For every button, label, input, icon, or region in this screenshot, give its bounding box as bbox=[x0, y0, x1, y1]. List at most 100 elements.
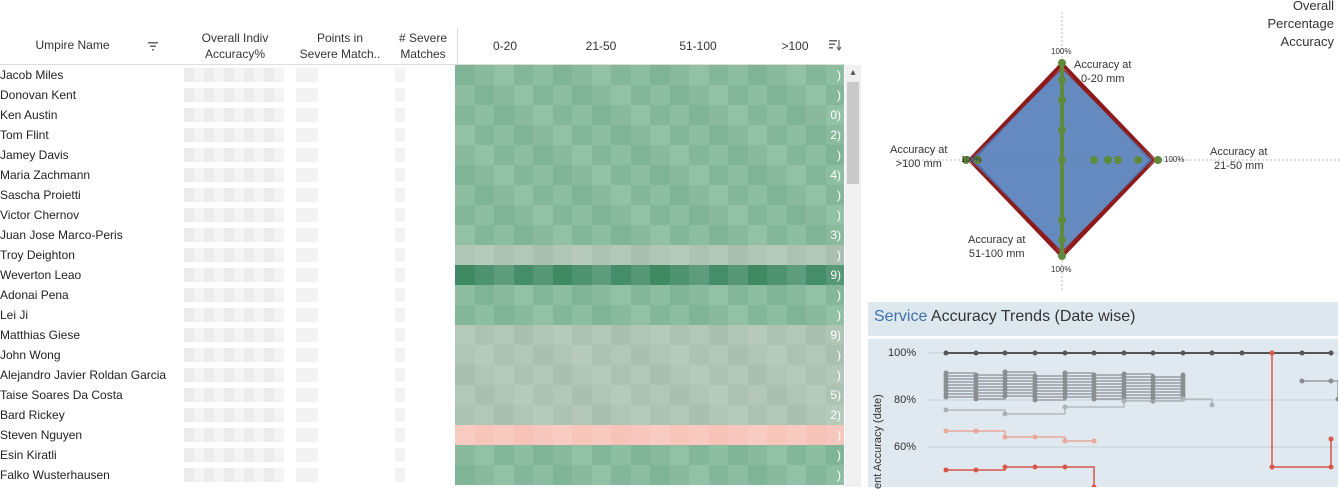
heatmap-cell bbox=[669, 265, 689, 285]
heatmap-cell bbox=[825, 225, 845, 245]
heatmap-cell bbox=[767, 225, 787, 245]
heatmap-cell bbox=[825, 285, 845, 305]
heatmap-cell bbox=[591, 465, 611, 485]
trend-point bbox=[1299, 350, 1305, 356]
heatmap-cell bbox=[786, 225, 806, 245]
heatmap-suffix: ) bbox=[837, 348, 841, 362]
trend-point bbox=[973, 467, 979, 473]
table-row[interactable]: Maria Zachmann 4) bbox=[0, 165, 845, 185]
sort-descending-icon[interactable] bbox=[828, 38, 842, 52]
heatmap-cell bbox=[806, 105, 826, 125]
table-row[interactable]: Jamey Davis) bbox=[0, 145, 845, 165]
header-bucket-51-100[interactable]: 51-100 bbox=[679, 39, 717, 53]
radar-top-line2: 0-20 mm bbox=[1081, 73, 1125, 85]
heatmap-cell bbox=[533, 405, 553, 425]
table-row[interactable]: Donovan Kent) bbox=[0, 85, 845, 105]
table-row[interactable]: Taise Soares Da Costa 5) bbox=[0, 385, 845, 405]
table-row[interactable]: Adonai Pena) bbox=[0, 285, 845, 305]
heatmap-row: ) bbox=[455, 65, 845, 85]
heatmap-cell bbox=[611, 445, 631, 465]
heatmap-cell bbox=[494, 105, 514, 125]
table-row[interactable]: Weverton Leao 9) bbox=[0, 265, 845, 285]
heatmap-cell bbox=[689, 225, 709, 245]
redacted-cell bbox=[395, 428, 405, 442]
table-row[interactable]: Sascha Proietti) bbox=[0, 185, 845, 205]
heatmap-cell bbox=[611, 305, 631, 325]
redacted-cell bbox=[184, 288, 284, 302]
heatmap-row: 5) bbox=[455, 385, 845, 405]
trend-title-accent: Service bbox=[874, 308, 928, 325]
heatmap-cell bbox=[494, 225, 514, 245]
table-row[interactable]: Tom Flint 2) bbox=[0, 125, 845, 145]
table-row[interactable]: Esin Kiratli) bbox=[0, 445, 845, 465]
table-row[interactable]: Steven Nguyen) bbox=[0, 425, 845, 445]
table-row[interactable]: Juan Jose Marco-Peris 3) bbox=[0, 225, 845, 245]
heatmap-cell bbox=[650, 385, 670, 405]
redacted-cell bbox=[184, 188, 284, 202]
table-row[interactable]: Falko Wusterhausen) bbox=[0, 465, 845, 485]
header-bucket-0-20[interactable]: 0-20 bbox=[492, 39, 518, 53]
table-row[interactable]: Matthias Giese 9) bbox=[0, 325, 845, 345]
trend-point bbox=[1091, 438, 1097, 444]
redacted-cell bbox=[184, 308, 284, 322]
header-points-severe[interactable]: Points in Severe Match.. bbox=[290, 30, 390, 62]
heatmap-cell bbox=[728, 345, 748, 365]
heatmap-cell bbox=[630, 265, 650, 285]
heatmap-cell bbox=[514, 425, 534, 445]
heatmap-cell bbox=[552, 325, 572, 345]
header-overall-line2: Accuracy% bbox=[204, 47, 266, 61]
table-row[interactable]: Alejandro Javier Roldan Garcia) bbox=[0, 365, 845, 385]
heatmap-cell bbox=[650, 225, 670, 245]
table-row[interactable]: Ken Austin 0) bbox=[0, 105, 845, 125]
heatmap-cell bbox=[455, 65, 475, 85]
umpire-name-cell: Maria Zachmann bbox=[0, 168, 91, 182]
header-severe-matches[interactable]: # Severe Matches bbox=[390, 30, 456, 62]
scroll-thumb[interactable] bbox=[847, 82, 859, 184]
heatmap-cell bbox=[553, 265, 573, 285]
trend-ytick-80: 80% bbox=[894, 394, 917, 406]
radar-right-line1: Accuracy at bbox=[1210, 146, 1268, 158]
heatmap-cell bbox=[806, 285, 826, 305]
redacted-cell bbox=[296, 148, 318, 162]
heatmap-cell bbox=[747, 325, 767, 345]
heatmap-cell bbox=[825, 165, 845, 185]
heatmap-cell bbox=[786, 125, 806, 145]
heatmap-cell bbox=[767, 185, 787, 205]
heatmap-cell bbox=[455, 445, 475, 465]
header-overall-accuracy[interactable]: Overall Indiv Accuracy% bbox=[180, 30, 290, 62]
sort-icon[interactable] bbox=[147, 39, 159, 51]
table-row[interactable]: Bard Rickey 2) bbox=[0, 405, 845, 425]
heatmap-cell bbox=[592, 105, 612, 125]
header-umpire-name[interactable]: Umpire Name bbox=[35, 38, 110, 52]
heatmap-cell bbox=[611, 65, 631, 85]
table-row[interactable]: Jacob Miles) bbox=[0, 65, 845, 85]
heatmap-cell bbox=[455, 425, 475, 445]
heatmap-suffix: 3) bbox=[830, 228, 841, 242]
header-bucket-21-50[interactable]: 21-50 bbox=[585, 39, 617, 53]
header-bucket-over-100[interactable]: >100 bbox=[781, 39, 809, 53]
trend-point bbox=[1002, 393, 1008, 399]
heatmap-cell bbox=[650, 365, 670, 385]
heatmap-suffix: 2) bbox=[830, 408, 841, 422]
heatmap-cell bbox=[533, 185, 553, 205]
table-row[interactable]: Troy Deighton) bbox=[0, 245, 845, 265]
heatmap-cell bbox=[669, 325, 689, 345]
heatmap-cell bbox=[787, 105, 807, 125]
heatmap-cell bbox=[806, 365, 826, 385]
heatmap-cell bbox=[748, 265, 768, 285]
heatmap-suffix: ) bbox=[837, 288, 841, 302]
heatmap-cell bbox=[514, 125, 534, 145]
heatmap-row: ) bbox=[455, 465, 845, 485]
scroll-up-icon[interactable]: ▴ bbox=[850, 67, 856, 78]
heatmap-cell bbox=[611, 345, 631, 365]
redacted-cell bbox=[184, 148, 284, 162]
redacted-cell bbox=[184, 368, 284, 382]
table-row[interactable]: John Wong) bbox=[0, 345, 845, 365]
heatmap-cell bbox=[728, 445, 748, 465]
table-row[interactable]: Victor Chernov) bbox=[0, 205, 845, 225]
table-row[interactable]: Lei Ji) bbox=[0, 305, 845, 325]
redacted-cell bbox=[395, 408, 405, 422]
trend-series-line bbox=[1302, 380, 1338, 399]
heatmap-cell bbox=[533, 65, 553, 85]
heatmap-cell bbox=[767, 385, 787, 405]
